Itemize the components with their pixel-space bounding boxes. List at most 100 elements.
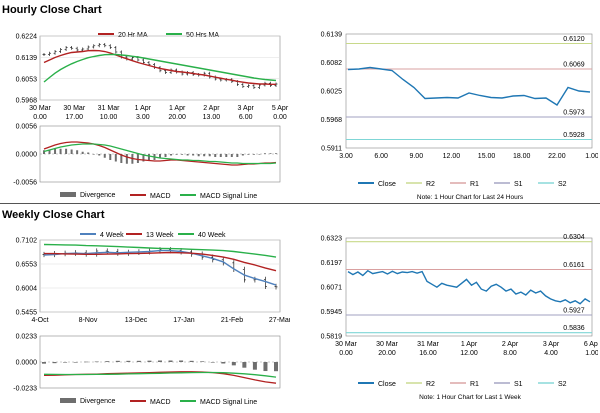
legend-signal-label: MACD Signal Line [200,193,257,200]
y-tick-label: 0.5968 [16,98,38,105]
chart-note: Note: 1 Hour Chart for Last 24 Hours [417,194,524,201]
y-tick-label: 0.6025 [321,89,343,96]
divergence-bar [136,360,141,362]
divergence-bar [186,154,189,156]
x-tick-label: 20.00 [168,114,186,121]
hourly-close-levels-chart: 0.6139 0.6082 0.6025 0.5968 0.5911 0.6120 0.60… [321,32,598,202]
divergence-bar [126,360,131,362]
y-tick-label: 0.6082 [321,60,343,67]
divergence-bar [170,154,173,156]
x-tick-label: 3.00 [136,114,150,121]
x-tick-label: 17-Jan [173,317,195,324]
legend-divergence-swatch [60,192,76,197]
legend-signal-label: MACD Signal Line [200,399,257,406]
x-tick-label: 0.00 [33,114,47,121]
divergence-bar [247,154,250,155]
y-tick-label: 0.0233 [16,334,38,341]
y-tick-label: 0.6071 [321,285,343,292]
legend-wk40-label: 40 Week [198,232,226,239]
y-tick-label: 0.6323 [321,236,343,243]
x-tick-label: 3 Apr [543,341,560,348]
x-tick-label: 6.00 [239,114,253,121]
divergence-bar [136,154,139,163]
wk4-line [43,249,277,286]
level-label-s2: 0.5928 [563,132,585,139]
level-label-r2: 0.6120 [563,36,585,43]
divergence-bar [219,154,222,157]
divergence-bar [109,154,112,160]
y-tick-label: 0.5455 [16,310,38,317]
divergence-bar [275,153,277,154]
divergence-bar [203,154,206,157]
x-tick-label: 1 Apr [135,105,152,112]
x-tick-label: 1 Apr [169,105,186,112]
divergence-bar [48,149,51,154]
legend-s1-label: S1 [514,181,523,188]
divergence-bar [236,154,239,157]
divergence-bar [70,149,73,154]
divergence-bar [142,154,145,162]
y-tick-label: 0.5819 [321,334,343,341]
divergence-bar [147,360,152,362]
divergence-bar [189,360,194,362]
divergence-bar [179,360,184,362]
x-tick-label: 1 Apr [461,341,478,348]
legend-close-label: Close [378,381,396,388]
x-tick-label: 2 Apr [203,105,220,112]
divergence-bar [43,150,45,154]
x-tick-label: 8-Nov [79,317,98,324]
legend-divergence-swatch [60,398,76,403]
divergence-bar [263,153,266,154]
y-tick-label: -0.0233 [13,386,37,393]
divergence-bar [98,154,101,156]
x-tick-label: 15.00 [478,153,496,160]
divergence-bar [147,154,150,161]
divergence-bar [221,362,226,364]
divergence-bar [274,362,278,372]
divergence-bar [225,154,228,157]
divergence-bar [263,362,268,372]
divergence-bar [197,154,200,157]
y-tick-label: 0.6053 [16,76,38,83]
legend-wk13-label: 13 Week [146,232,174,239]
divergence-bar [52,362,57,364]
divergence-bar [200,361,205,362]
y-tick-label: 0.6224 [16,34,38,41]
divergence-bar [81,151,84,154]
legend-close-label: Close [378,181,396,188]
divergence-bar [252,154,255,155]
y-tick-label: 0.0056 [16,124,38,131]
divergence-bar [214,154,217,157]
y-tick-label: 0.6139 [16,55,38,62]
x-tick-label: 9.00 [409,153,423,160]
legend-ma50-label: 50 Hrs MA [186,32,219,39]
legend-divergence-label: Divergence [80,192,116,199]
weekly-macd-chart: 0.0233 0.0000 -0.0233 Divergence MACD MACD Si… [13,334,281,406]
legend-r1-label: R1 [470,181,479,188]
close-line [347,66,591,106]
level-label-s2: 0.5836 [563,325,585,332]
divergence-bar [42,362,46,364]
legend-r2-label: R2 [426,381,435,388]
section-divider [0,203,600,204]
divergence-bar [181,154,184,155]
plot-frame [345,33,593,149]
level-label-r2: 0.6304 [563,234,585,241]
x-tick-label: 2 Apr [502,341,519,348]
x-tick-label: 12.00 [460,350,478,357]
macd-signal-line [43,143,277,165]
y-tick-label: 0.0000 [16,360,38,367]
divergence-bar [208,154,211,157]
legend-macd-label: MACD [150,193,171,200]
divergence-bar [231,362,236,366]
divergence-bar [59,148,62,154]
x-tick-label: 16.00 [419,350,437,357]
x-tick-label: 4-Oct [31,317,48,324]
divergence-bar [115,360,120,362]
divergence-bar [65,148,68,154]
legend-s2-label: S2 [558,181,567,188]
x-tick-label: 12.00 [443,153,461,160]
x-tick-label: 18.00 [513,153,531,160]
y-tick-label: 0.5945 [321,309,343,316]
